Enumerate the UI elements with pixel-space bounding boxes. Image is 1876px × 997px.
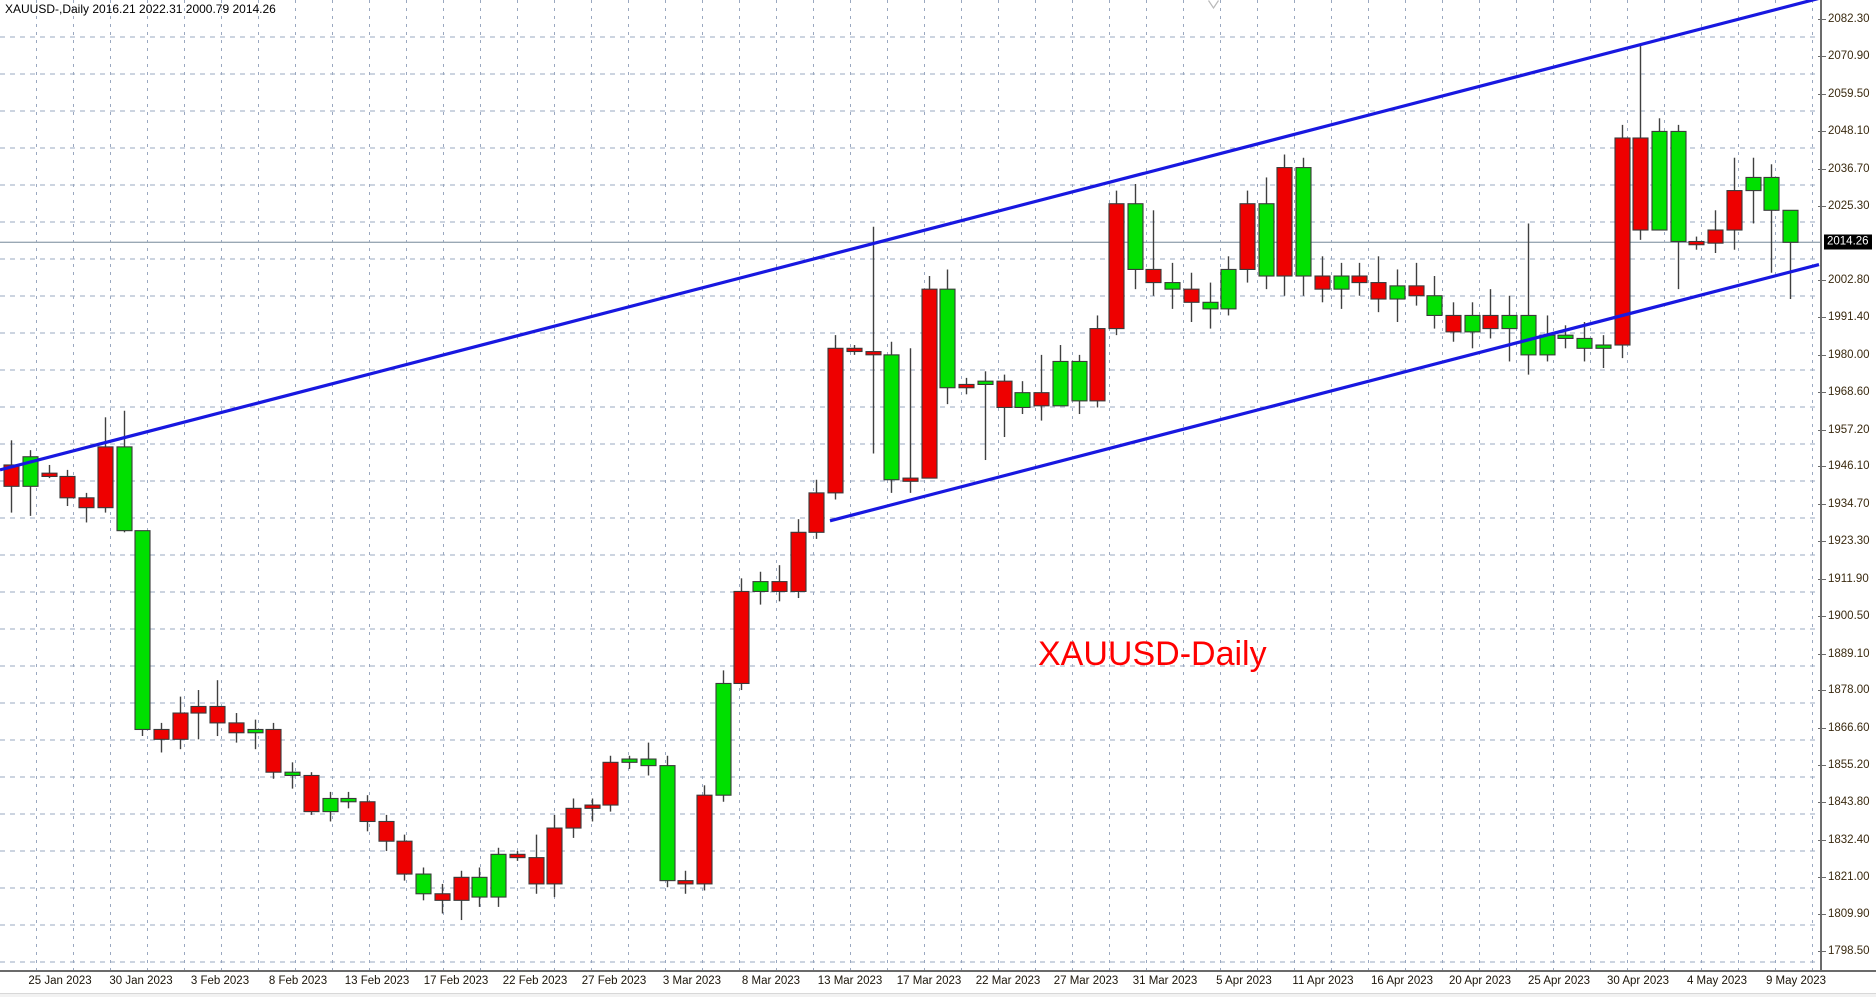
price-axis-label: 1968.60 (1828, 386, 1870, 399)
price-axis-label: 1821.00 (1828, 871, 1870, 884)
vertical-gridlines (36, 0, 1813, 970)
date-axis-label: 25 Apr 2023 (1527, 975, 1591, 987)
price-tick (1818, 56, 1826, 58)
date-axis-label: 30 Apr 2023 (1606, 975, 1670, 987)
price-axis-label: 1866.60 (1828, 721, 1870, 734)
date-axis-label: 3 Feb 2023 (190, 975, 250, 987)
price-tick (1818, 317, 1826, 319)
date-axis-scale[interactable]: 25 Jan 2023 30 Jan 2023 3 Feb 2023 8 Feb 20… (0, 970, 1876, 997)
price-axis-label: 1946.10 (1828, 460, 1870, 473)
price-axis-label: 1809.90 (1828, 907, 1870, 920)
symbol-quote-header: XAUUSD-,Daily 2016.21 2022.31 2000.79 20… (5, 2, 276, 16)
price-axis-label: 1911.90 (1828, 572, 1869, 585)
date-axis-label: 16 Apr 2023 (1370, 975, 1434, 987)
date-axis-label: 11 Apr 2023 (1292, 975, 1354, 987)
price-axis-label: 1934.70 (1828, 497, 1870, 510)
price-axis-label: 2025.30 (1828, 200, 1870, 213)
price-axis-label: 1832.40 (1828, 833, 1870, 846)
current-price-label: 2014.26 (1824, 234, 1872, 250)
date-axis-label: 8 Feb 2023 (268, 975, 328, 987)
price-tick (1818, 727, 1826, 729)
price-axis-label: 1855.20 (1828, 758, 1870, 771)
price-tick (1818, 653, 1826, 655)
price-tick (1818, 279, 1826, 281)
price-tick (1818, 93, 1826, 95)
date-axis-label: 22 Mar 2023 (975, 975, 1041, 987)
price-tick (1818, 690, 1826, 692)
date-axis-label: 9 May 2023 (1765, 975, 1827, 987)
date-axis-label: 27 Mar 2023 (1053, 975, 1119, 987)
date-axis-label: 27 Feb 2023 (581, 975, 647, 987)
price-axis-label: 2048.10 (1828, 125, 1870, 138)
price-tick (1818, 951, 1826, 953)
price-tick (1818, 429, 1826, 431)
candlestick-series (3, 46, 1799, 921)
date-axis-label: 17 Feb 2023 (423, 975, 489, 987)
price-tick (1818, 206, 1826, 208)
price-tick (1818, 802, 1826, 804)
price-tick (1818, 616, 1826, 618)
date-axis-label: 8 Mar 2023 (741, 975, 801, 987)
date-axis-label: 3 Mar 2023 (662, 975, 722, 987)
date-axis-label: 20 Apr 2023 (1448, 975, 1512, 987)
date-axis-label: 22 Feb 2023 (502, 975, 568, 987)
price-axis-label: 1991.40 (1828, 311, 1870, 324)
price-axis-label: 2082.30 (1828, 12, 1870, 25)
trendline-group[interactable] (0, 0, 1820, 523)
date-axis-label: 13 Feb 2023 (344, 975, 410, 987)
price-tick (1818, 392, 1826, 394)
price-tick (1818, 168, 1826, 170)
price-tick (1818, 913, 1826, 915)
date-axis-label: 30 Jan 2023 (109, 975, 173, 987)
date-axis-label: 5 Apr 2023 (1216, 975, 1272, 987)
price-axis-label: 1878.00 (1828, 684, 1870, 697)
price-axis-label: 2002.80 (1828, 273, 1870, 286)
date-axis-label: 17 Mar 2023 (896, 975, 962, 987)
price-axis-label: 1798.50 (1828, 945, 1870, 958)
price-axis-label: 1957.20 (1828, 423, 1870, 436)
price-tick (1818, 877, 1826, 879)
price-tick (1818, 541, 1826, 543)
price-axis-scale[interactable]: 2082.30 2070.90 2059.50 2048.10 2036.70 2025.… (1818, 0, 1876, 970)
date-axis-label: 13 Mar 2023 (817, 975, 883, 987)
price-axis-label: 2059.50 (1828, 87, 1870, 100)
price-tick (1818, 18, 1826, 20)
date-axis-label: 31 Mar 2023 (1132, 975, 1198, 987)
price-tick (1818, 578, 1826, 580)
price-tick (1818, 503, 1826, 505)
price-axis-label: 1843.80 (1828, 796, 1870, 809)
chart-watermark-label: XAUUSD-Daily (1038, 635, 1267, 673)
price-tick (1818, 466, 1826, 468)
price-axis-label: 2070.90 (1828, 50, 1870, 63)
candlestick-canvas (0, 0, 1820, 970)
price-tick (1818, 839, 1826, 841)
date-axis-label: 4 May 2023 (1686, 975, 1748, 987)
price-axis-label: 1923.30 (1828, 535, 1870, 548)
window-bottom-strip (0, 993, 1876, 997)
price-axis-label: 2036.70 (1828, 162, 1870, 175)
price-axis-label: 1980.00 (1828, 348, 1870, 361)
price-tick (1818, 131, 1826, 133)
price-axis-label: 1889.10 (1828, 647, 1870, 660)
crosshair-cursor-icon (1208, 0, 1219, 9)
price-axis-label: 1900.50 (1828, 610, 1870, 623)
price-tick (1818, 354, 1826, 356)
price-tick (1818, 764, 1826, 766)
date-axis-label: 25 Jan 2023 (28, 975, 92, 987)
chart-plot-area[interactable]: XAUUSD-,Daily 2016.21 2022.31 2000.79 20… (0, 0, 1820, 970)
